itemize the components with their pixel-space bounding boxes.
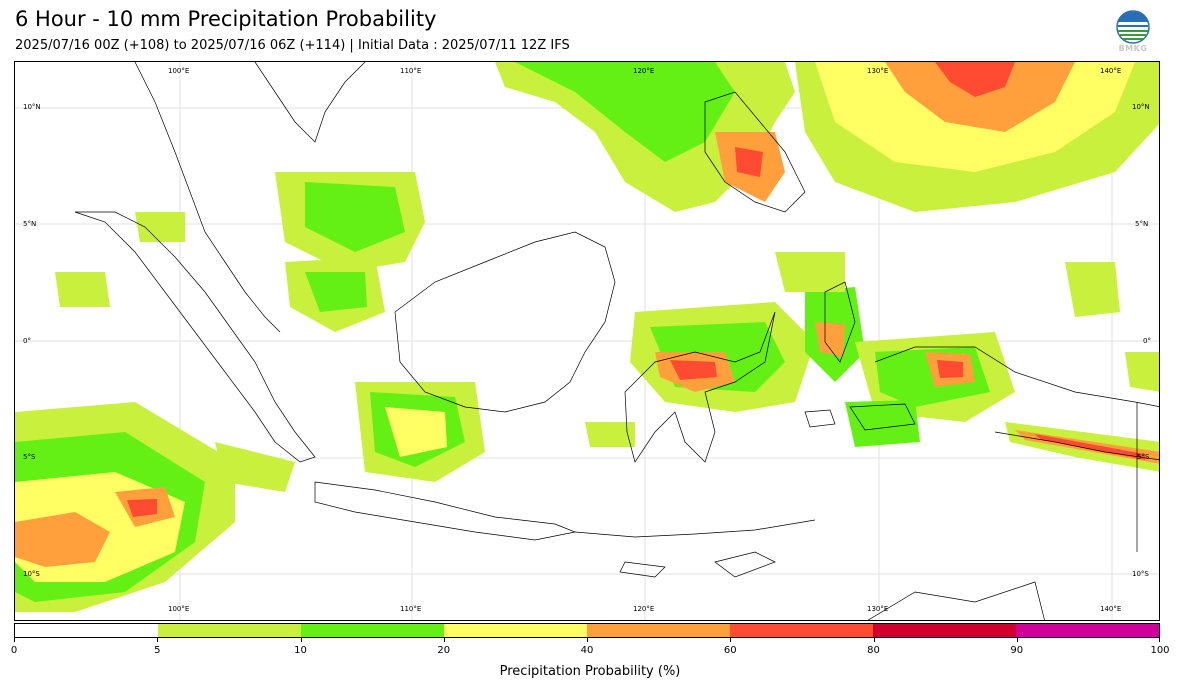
precipitation-field [15, 62, 1159, 612]
colorbar-tick [873, 638, 875, 642]
colorbar-tick [14, 638, 15, 642]
bmkg-logo [1112, 10, 1154, 56]
colorbar-segment [587, 624, 730, 637]
colorbar-tick [443, 638, 445, 642]
colorbar-tick [157, 638, 159, 642]
lon-label-top: 110°E [400, 67, 422, 75]
lat-label-right: 5°S [1137, 453, 1150, 461]
lat-label-right: 10°N [1132, 103, 1150, 111]
colorbar-tick-label: 60 [723, 645, 737, 656]
lon-label-top: 130°E [867, 67, 889, 75]
bmkg-logo-text: BMKG [1118, 44, 1148, 53]
lon-label-bottom: 130°E [867, 605, 889, 613]
colorbar-tick-label: 0 [10, 645, 18, 656]
lon-label-top: 120°E [633, 67, 655, 75]
lat-label-left: 0° [23, 337, 31, 345]
lon-label-bottom: 120°E [633, 605, 655, 613]
colorbar-segment [1016, 624, 1159, 637]
colorbar-tick-label: 20 [437, 645, 451, 656]
colorbar-tick-label: 90 [1010, 645, 1024, 656]
lon-label-bottom: 140°E [1100, 605, 1122, 613]
colorbar [14, 623, 1160, 638]
lon-label-bottom: 110°E [400, 605, 422, 613]
lat-label-left: 10°S [23, 570, 40, 578]
colorbar-segment [444, 624, 587, 637]
lon-label-top: 100°E [168, 67, 190, 75]
lat-label-right: 5°N [1135, 220, 1149, 228]
lon-label-bottom: 100°E [168, 605, 190, 613]
colorbar-segment [158, 624, 301, 637]
colorbar-title: Precipitation Probability (%) [499, 664, 681, 679]
colorbar-tick-label: 100 [1150, 645, 1170, 656]
lat-label-right: 10°S [1132, 570, 1149, 578]
colorbar-segment [15, 624, 158, 637]
colorbar-segment [301, 624, 444, 637]
colorbar-tick [730, 638, 732, 642]
lat-label-left: 5°S [23, 453, 36, 461]
colorbar-tick-label: 40 [580, 645, 594, 656]
colorbar-tick [300, 638, 302, 642]
precipitation-map: 100°E 110°E 120°E 130°E 140°E 100°E 110°… [14, 61, 1160, 621]
coastlines [74, 62, 1159, 620]
colorbar-segment [730, 624, 873, 637]
map-canvas [15, 62, 1159, 620]
lat-label-right: 0° [1143, 337, 1151, 345]
lat-label-left: 5°N [23, 220, 37, 228]
map-title: 6 Hour - 10 mm Precipitation Probability [15, 7, 437, 31]
colorbar-tick [1159, 638, 1160, 642]
lon-label-top: 140°E [1100, 67, 1122, 75]
colorbar-tick-label: 10 [294, 645, 307, 656]
colorbar-segment [873, 624, 1016, 637]
map-subtitle: 2025/07/16 00Z (+108) to 2025/07/16 06Z … [15, 38, 570, 53]
colorbar-tick [1016, 638, 1018, 642]
colorbar-tick-label: 5 [154, 645, 161, 656]
colorbar-tick-label: 80 [867, 645, 880, 656]
lat-label-left: 10°N [23, 103, 41, 111]
colorbar-tick [587, 638, 588, 642]
